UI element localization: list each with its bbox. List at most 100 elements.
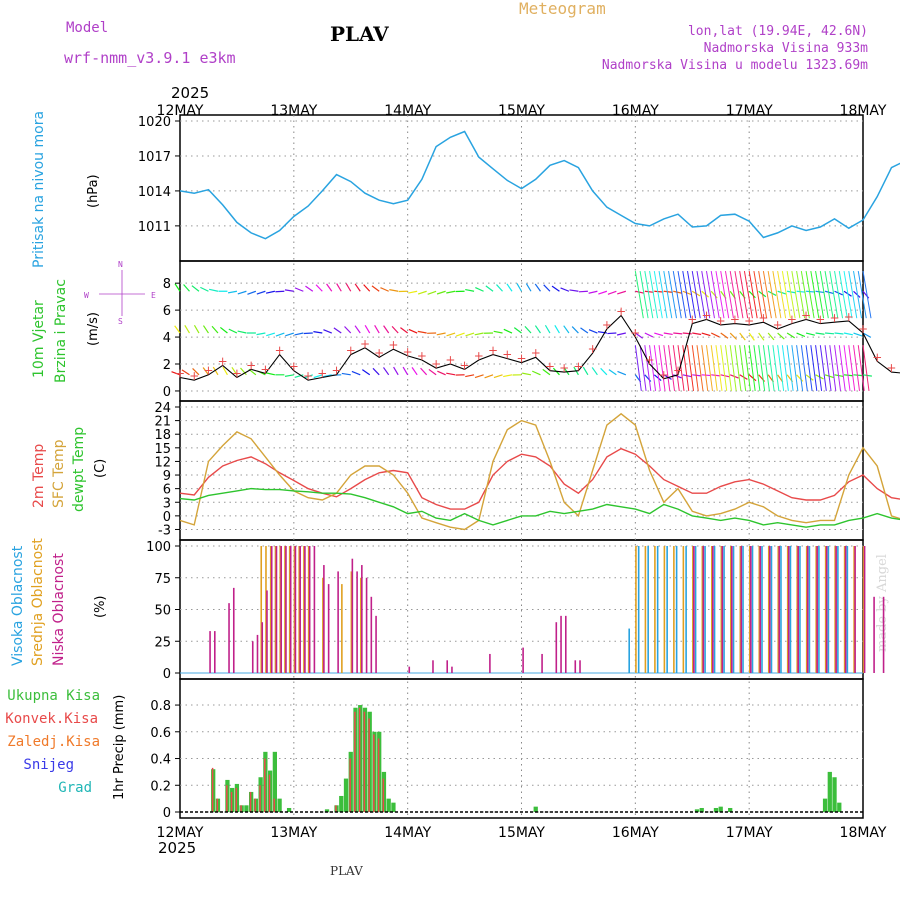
- wind-gust-marker: +: [232, 366, 242, 380]
- total-precip-bar: [827, 771, 832, 812]
- wind-barb: [805, 345, 813, 392]
- wind-arrow: [534, 283, 541, 292]
- total-precip-bar: [277, 798, 282, 812]
- wind-arrow: [474, 332, 484, 336]
- wind-barb: [668, 270, 678, 319]
- wind-gust-marker: +: [460, 358, 470, 372]
- wind-arrow: [591, 367, 598, 376]
- wind-barb: [857, 345, 865, 392]
- wind-barb: [705, 270, 715, 319]
- wind-arrow: [408, 328, 418, 334]
- wind-arrow: [748, 374, 757, 382]
- wind-arrow: [503, 328, 513, 334]
- wind-arrow: [174, 283, 181, 292]
- wind-gust-marker: +: [858, 322, 868, 336]
- wind-arrow: [578, 290, 588, 293]
- total-precip-bar: [713, 807, 719, 812]
- temp-unit: (C): [93, 459, 108, 478]
- wind-barb: [853, 345, 861, 392]
- temp-2m-title: 2m Temp: [31, 444, 47, 508]
- wind-gust-marker: +: [630, 326, 640, 340]
- wind-arrow: [202, 325, 209, 334]
- wind-gust-marker: +: [260, 362, 270, 376]
- wind-arrow: [843, 374, 854, 377]
- wind-arrow: [420, 367, 428, 376]
- wind-arrow: [644, 332, 654, 338]
- wind-arrow: [284, 374, 294, 377]
- y-tick-label: 3: [163, 496, 171, 511]
- total-precip-bar: [286, 807, 292, 812]
- wind-gust-marker: +: [317, 366, 327, 380]
- wind-gust-marker: +: [445, 353, 455, 367]
- total-precip-bar: [832, 777, 837, 812]
- wind-arrow: [503, 374, 513, 378]
- total-precip-bar: [343, 778, 349, 812]
- wind-barb: [796, 270, 806, 319]
- wind-arrow: [710, 332, 720, 338]
- wind-barb: [682, 345, 690, 392]
- wind-title-line2: Brzina i Pravac: [53, 279, 69, 383]
- wind-gust-marker: +: [516, 352, 526, 366]
- wind-arrow: [682, 332, 692, 335]
- wind-barb: [658, 270, 668, 319]
- wind-barb: [838, 345, 846, 392]
- wind-barb: [781, 345, 789, 392]
- wind-arrow: [362, 369, 371, 376]
- wind-arrow: [516, 283, 523, 292]
- pressure-title: Pritisak na nivou mora: [31, 111, 47, 268]
- wind-gust-marker: +: [573, 360, 583, 374]
- wind-arrow: [663, 332, 673, 336]
- bottom-date-axis: 12MAY 13MAY 14MAY 15MAY 16MAY 17MAY 18MAY: [157, 825, 887, 841]
- wind-barb: [758, 270, 768, 319]
- top-date-label: 13MAY: [270, 103, 317, 119]
- wind-arrow: [372, 367, 380, 376]
- wind-arrow: [222, 366, 228, 376]
- wind-barb: [720, 270, 730, 319]
- legend-total-precip: Ukupna Kisa: [7, 688, 100, 704]
- wind-arrow: [617, 290, 627, 295]
- grid-lines: [180, 115, 863, 818]
- wind-arrow: [294, 287, 304, 292]
- wind-arrow: [411, 367, 418, 376]
- wind-arrow: [653, 374, 662, 382]
- wind-barb: [815, 270, 825, 319]
- wind-arrow: [211, 325, 219, 334]
- wind-arrow: [522, 372, 532, 376]
- wind-barb: [800, 345, 808, 392]
- wind-gust-marker: +: [872, 350, 882, 364]
- wind-gust-marker: +: [218, 354, 228, 368]
- wind-gust-marker: +: [758, 311, 768, 325]
- wind-barb: [663, 345, 671, 392]
- wind-barb: [682, 270, 692, 319]
- wind-arrow: [446, 372, 456, 376]
- wind-gust-marker: +: [360, 337, 370, 351]
- wind-arrow: [219, 326, 228, 334]
- y-tick-label: 0.4: [150, 753, 171, 768]
- y-tick-label: 9: [163, 469, 171, 484]
- wind-barb: [800, 270, 810, 319]
- total-precip-bar: [272, 751, 277, 812]
- wind-barb: [777, 270, 787, 319]
- y-tick-label: 0.6: [150, 726, 171, 741]
- wind-barb: [819, 345, 827, 392]
- wind-arrow: [408, 290, 418, 294]
- wind-arrow: [192, 368, 200, 376]
- wind-arrow: [853, 374, 863, 377]
- data-marks: + + + + + + + + + + + + + + + + + + + + + + + + + + + + + + + + + + + + + + + +…: [171, 130, 900, 813]
- wind-barb: [672, 270, 682, 319]
- wind-arrow: [563, 367, 570, 376]
- wind-speed-line: [179, 314, 900, 381]
- y-tick-label: 6: [163, 483, 171, 498]
- wind-barb: [743, 270, 753, 319]
- wind-arrow: [710, 290, 718, 299]
- wind-barb: [644, 270, 654, 319]
- wind-gust-marker: +: [289, 360, 299, 374]
- wind-arrow: [465, 288, 475, 292]
- wind-arrow: [748, 290, 756, 299]
- wind-arrow: [202, 367, 209, 376]
- wind-e-label: E: [151, 291, 156, 300]
- y-tick-label: 0.8: [150, 699, 171, 714]
- wind-arrow: [493, 330, 503, 334]
- temp-2m-line: [179, 447, 900, 510]
